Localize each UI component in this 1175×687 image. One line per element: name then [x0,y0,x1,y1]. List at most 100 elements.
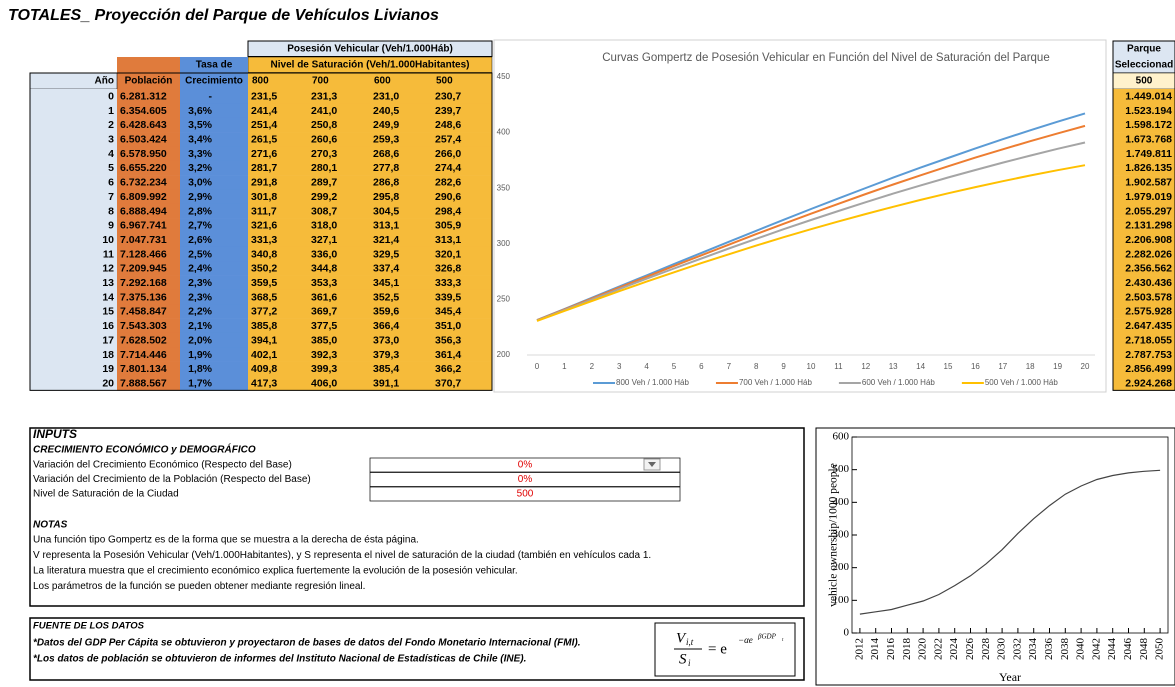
table-cell: 2,2% [188,306,213,318]
cell-bg [370,103,432,118]
table-cell: 385,4 [373,363,399,375]
cell-bg [117,332,180,348]
cell-bg [370,332,432,348]
cell-bg [1113,218,1175,233]
cell-bg [248,289,308,305]
fuente-title: FUENTE DE LOS DATOS [33,621,145,632]
x-tick-label: 2028 [980,638,992,661]
cell-bg [248,332,308,348]
table-cell: 320,1 [435,248,461,260]
cell-bg [1113,376,1175,391]
cell-bg [370,132,432,147]
cell-bg [1113,275,1175,291]
table-cell: 3,6% [188,105,213,117]
table-cell: 239,7 [435,105,461,117]
parque-value: 1.902.587 [1125,177,1172,189]
table-cell: 248,6 [435,119,461,131]
table-cell: 301,8 [251,191,277,203]
table-cell: 345,4 [435,306,461,318]
table-cell: - [209,90,213,102]
parque-value: 1.598.172 [1125,119,1172,131]
parque-value: 2.206.908 [1125,234,1172,246]
x-tick-label: 0 [535,362,540,371]
table-cell: 257,4 [435,134,461,146]
cell-bg [30,246,117,262]
table-cell: 18 [102,349,114,361]
parque-value: 1.826.135 [1125,162,1172,174]
table-cell: 240,5 [373,105,399,117]
cell-bg [248,175,308,190]
cell-bg [117,175,180,190]
table-cell: 351,0 [435,320,461,332]
cell-bg [1113,89,1175,104]
cell-bg [308,361,370,377]
table-cell: 6.503.424 [120,134,167,146]
table-cell: 5 [108,162,114,174]
cell-bg [117,218,180,233]
cell-bg [432,332,492,348]
table-cell: 308,7 [311,205,337,217]
cell-bg [30,304,117,319]
x-tick-label: 2038 [1059,638,1071,661]
parque-value: 2.430.436 [1125,277,1172,289]
x-tick-label: 12 [861,362,870,371]
line-series [536,164,1086,322]
x-tick-label: 19 [1053,362,1062,371]
cell-bg [1113,347,1175,362]
chart2-box [815,427,1175,686]
x-tick-label: 16 [971,362,980,371]
cell-bg [117,160,180,176]
cell-bg [248,246,308,262]
cell-bg [370,318,432,334]
table-cell: 369,7 [311,306,337,318]
cell-bg [117,361,180,377]
y-tick-label: 100 [833,594,850,606]
cell-bg [432,347,492,362]
cell-bg [30,376,117,391]
table-cell: 6.281.312 [120,90,167,102]
table-cell: 286,8 [373,177,399,189]
cell-bg [248,117,308,133]
cell-bg [248,361,308,377]
table-cell: 17 [102,334,114,346]
cell-bg [180,318,248,334]
cell-bg [30,347,117,362]
cell-bg [308,175,370,190]
cell-bg [180,203,248,219]
header-cell [247,40,493,57]
cell-bg [248,275,308,291]
cell-bg [30,146,117,162]
table-cell: 1 [108,105,114,117]
cell-bg [308,146,370,162]
table-cell: 16 [102,320,114,332]
table-cell: 289,7 [311,177,337,189]
cell-bg [370,246,432,262]
x-tick-label: 2026 [964,638,976,661]
table-cell: 2,3% [188,277,213,289]
cell-bg [308,203,370,219]
table-cell: 329,5 [373,248,399,260]
table-cell: 336,0 [311,248,337,260]
table-cell: 2,7% [188,220,213,232]
x-tick-label: 2012 [853,638,865,660]
cell-bg [432,246,492,262]
table-cell: 2,4% [188,263,213,275]
x-tick-label: 3 [617,362,622,371]
cell-bg [117,132,180,147]
table-cell: 7.128.466 [120,248,167,260]
cell-bg [180,289,248,305]
table-cell: 6.888.494 [120,205,167,217]
y-tick-label: 500 [833,463,850,475]
line-series [536,124,1086,322]
y-tick-label: 200 [833,561,850,573]
x-tick-label: 6 [699,362,704,371]
table-cell: 250,8 [311,119,337,131]
cell-bg [30,361,117,377]
cell-bg [1113,261,1175,276]
cell-bg [117,246,180,262]
table-cell: 359,6 [373,306,399,318]
x-tick-label: 4 [644,362,649,371]
table-cell: 304,5 [373,205,399,217]
cell-bg [248,132,308,147]
nota-line: Los parámetros de la función se pueden o… [33,581,365,592]
